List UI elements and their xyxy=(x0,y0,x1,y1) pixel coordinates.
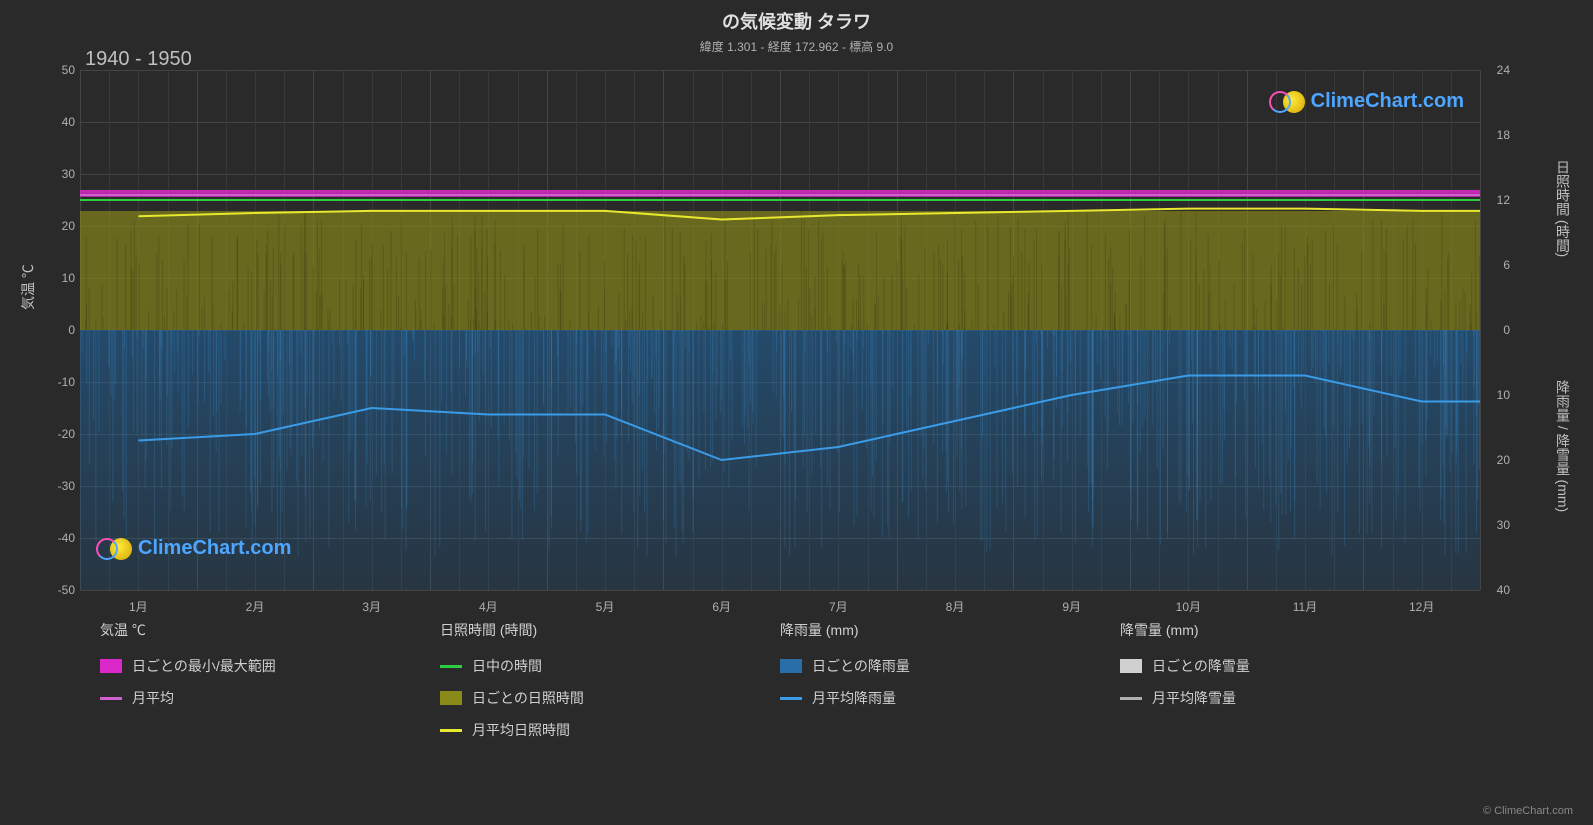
ytick-left: 30 xyxy=(45,167,75,181)
ytick-left: 10 xyxy=(45,271,75,285)
legend-swatch xyxy=(1120,659,1142,673)
xtick-month: 7月 xyxy=(829,598,848,615)
ytick-left: -30 xyxy=(45,479,75,493)
ytick-right-bottom: 20 xyxy=(1497,453,1510,467)
legend-item: 月平均降雨量 xyxy=(780,688,1060,708)
ytick-right-bottom: 10 xyxy=(1497,388,1510,402)
legend-label: 日ごとの降雪量 xyxy=(1152,656,1250,676)
xtick-month: 4月 xyxy=(479,598,498,615)
ytick-right-top: 18 xyxy=(1497,128,1510,142)
legend: 気温 ℃ 日ごとの最小/最大範囲月平均 日照時間 (時間) 日中の時間日ごとの日照時間… xyxy=(100,620,1500,740)
legend-item: 日ごとの降雨量 xyxy=(780,656,1060,676)
ytick-right-top: 6 xyxy=(1503,258,1510,272)
legend-label: 日ごとの降雨量 xyxy=(812,656,910,676)
xtick-month: 1月 xyxy=(129,598,148,615)
ytick-right-bottom: 30 xyxy=(1497,518,1510,532)
footer-credit: © ClimeChart.com xyxy=(1483,805,1573,817)
legend-label: 月平均降雪量 xyxy=(1152,688,1236,708)
xtick-month: 6月 xyxy=(712,598,731,615)
chart-subtitle: 緯度 1.301 - 経度 172.962 - 標高 9.0 xyxy=(0,34,1593,55)
ytick-left: -10 xyxy=(45,375,75,389)
watermark-top: ClimeChart.com xyxy=(1269,90,1464,113)
ytick-left: -20 xyxy=(45,427,75,441)
legend-label: 日中の時間 xyxy=(472,656,542,676)
xtick-month: 2月 xyxy=(246,598,265,615)
legend-item: 月平均降雪量 xyxy=(1120,688,1400,708)
ytick-left: 50 xyxy=(45,63,75,77)
xtick-month: 5月 xyxy=(596,598,615,615)
ytick-right-top: 24 xyxy=(1497,63,1510,77)
legend-group: 日照時間 (時間) 日中の時間日ごとの日照時間月平均日照時間 xyxy=(440,620,720,740)
legend-item: 月平均日照時間 xyxy=(440,720,720,740)
legend-label: 日ごとの最小/最大範囲 xyxy=(132,656,276,676)
ytick-left: -50 xyxy=(45,583,75,597)
xtick-month: 3月 xyxy=(362,598,381,615)
xtick-month: 11月 xyxy=(1293,598,1317,615)
legend-label: 月平均 xyxy=(132,688,174,708)
xtick-month: 9月 xyxy=(1062,598,1081,615)
xtick-month: 10月 xyxy=(1176,598,1201,615)
legend-item: 日ごとの最小/最大範囲 xyxy=(100,656,380,676)
gridline-horizontal xyxy=(80,590,1480,591)
ytick-right-top: 0 xyxy=(1503,323,1510,337)
year-range: 1940 - 1950 xyxy=(85,48,192,71)
ytick-right-bottom: 40 xyxy=(1497,583,1510,597)
chart-title: の気候変動 タラワ xyxy=(0,0,1593,34)
xtick-month: 8月 xyxy=(946,598,965,615)
legend-label: 月平均降雨量 xyxy=(812,688,896,708)
ytick-right-top: 12 xyxy=(1497,193,1510,207)
xtick-month: 12月 xyxy=(1409,598,1434,615)
ytick-left: 40 xyxy=(45,115,75,129)
chart-container: の気候変動 タラワ 緯度 1.301 - 経度 172.962 - 標高 9.0… xyxy=(0,0,1593,825)
legend-swatch xyxy=(440,729,462,732)
legend-group: 降雪量 (mm) 日ごとの降雪量月平均降雪量 xyxy=(1120,620,1400,740)
legend-group-title: 降雪量 (mm) xyxy=(1120,620,1400,640)
legend-item: 日ごとの日照時間 xyxy=(440,688,720,708)
legend-swatch xyxy=(780,697,802,700)
y-axis-right-top-label: 日照時間 (時間) xyxy=(1553,160,1573,257)
legend-item: 日ごとの降雪量 xyxy=(1120,656,1400,676)
legend-swatch xyxy=(100,659,122,673)
y-axis-right-bottom-label: 降雨量 / 降雪量 (mm) xyxy=(1553,380,1573,512)
legend-group: 降雨量 (mm) 日ごとの降雨量月平均降雨量 xyxy=(780,620,1060,740)
legend-group-title: 気温 ℃ xyxy=(100,620,380,640)
legend-group-title: 日照時間 (時間) xyxy=(440,620,720,640)
watermark-text: ClimeChart.com xyxy=(1311,90,1464,113)
ytick-left: -40 xyxy=(45,531,75,545)
legend-label: 月平均日照時間 xyxy=(472,720,570,740)
plot-area: -50-40-30-20-100102030405006121824102030… xyxy=(80,70,1480,590)
ytick-left: 0 xyxy=(45,323,75,337)
logo-icon xyxy=(1269,91,1305,113)
legend-label: 日ごとの日照時間 xyxy=(472,688,584,708)
legend-swatch xyxy=(440,691,462,705)
daylight-line xyxy=(80,199,1480,201)
watermark-bottom: ClimeChart.com xyxy=(96,537,291,560)
legend-swatch xyxy=(440,665,462,668)
legend-swatch xyxy=(780,659,802,673)
legend-group-title: 降雨量 (mm) xyxy=(780,620,1060,640)
logo-icon xyxy=(96,538,132,560)
temp-monthly-line xyxy=(80,194,1480,196)
legend-swatch xyxy=(1120,697,1142,700)
y-axis-left-label: 気温 ℃ xyxy=(18,264,38,310)
watermark-text: ClimeChart.com xyxy=(138,537,291,560)
legend-item: 月平均 xyxy=(100,688,380,708)
legend-item: 日中の時間 xyxy=(440,656,720,676)
sunshine-daily-fill xyxy=(80,211,1480,330)
legend-group: 気温 ℃ 日ごとの最小/最大範囲月平均 xyxy=(100,620,380,740)
ytick-left: 20 xyxy=(45,219,75,233)
legend-swatch xyxy=(100,697,122,700)
